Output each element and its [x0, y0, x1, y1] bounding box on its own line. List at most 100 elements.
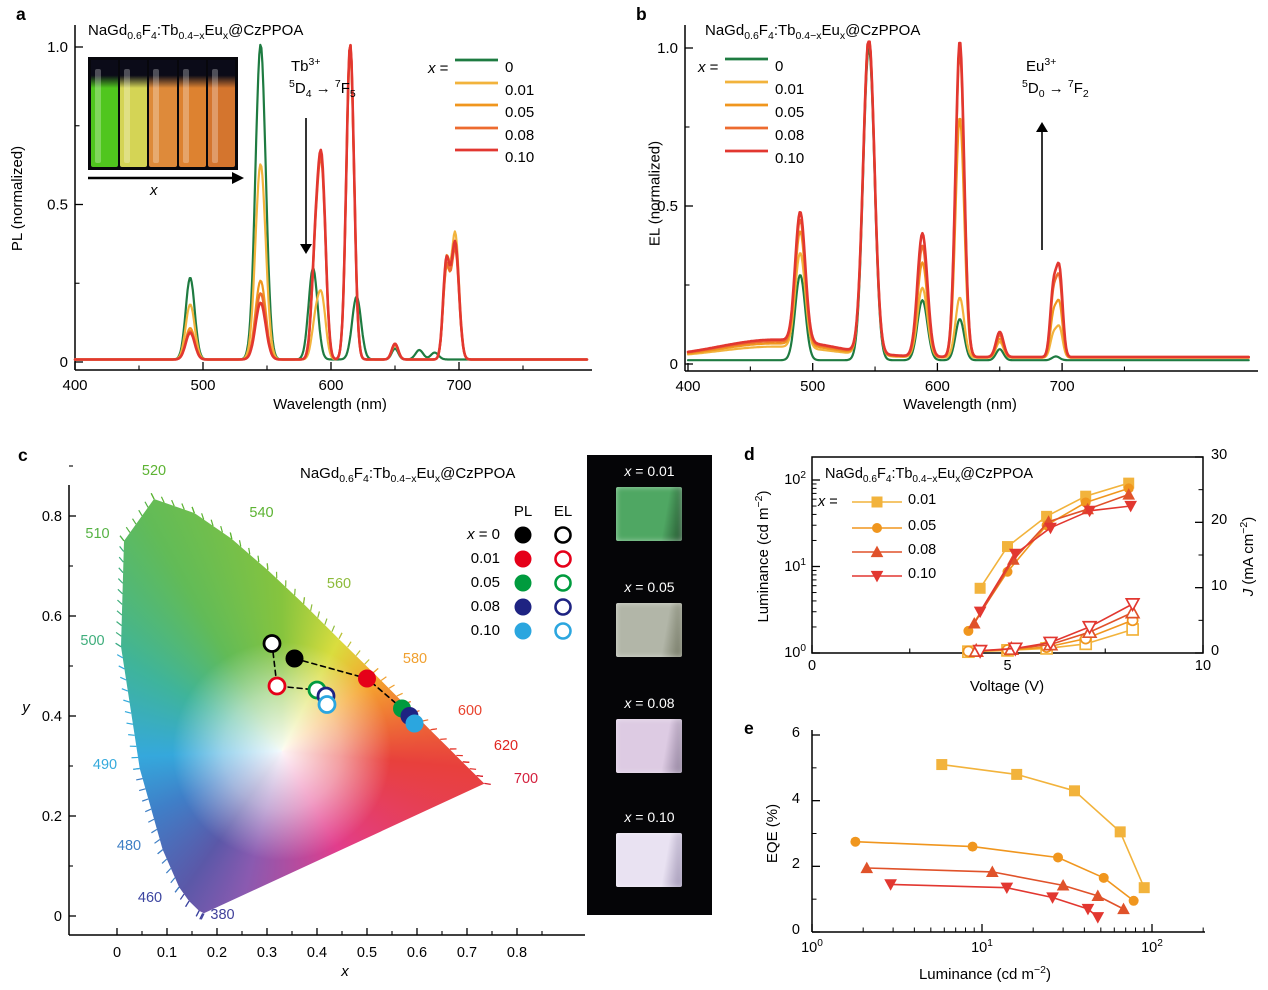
panel-a-yaxis-title: PL (normalized)	[9, 145, 26, 252]
panel-e-label: e	[744, 718, 754, 738]
cie-wavelength-label-460: 460	[137, 889, 163, 906]
locus-tick	[171, 499, 175, 507]
device-photo-3	[616, 833, 682, 887]
device-photo-label-0: x = 0.01	[624, 463, 675, 479]
locus-tick	[191, 506, 195, 514]
eqe-marker-x0.08	[1056, 878, 1070, 891]
annotation-arrow-head	[300, 244, 312, 254]
eqe-marker-x0.01	[1138, 882, 1150, 894]
tick-label: 1.0	[47, 39, 68, 56]
locus-tick	[257, 555, 260, 563]
eqe-marker-x0.10	[1081, 903, 1095, 916]
luminance-line-x0.10	[979, 505, 1132, 613]
device-photo-0	[616, 487, 682, 541]
locus-tick	[160, 496, 165, 503]
e-x-tick-label: 102	[1141, 938, 1163, 956]
eqe-marker-x0.08	[860, 861, 874, 874]
luminance-voltage-chart	[811, 456, 1204, 659]
legend-label-x0.01: 0.01	[775, 81, 805, 98]
e-y-tick-label: 4	[791, 790, 800, 807]
tick-label: 1.0	[657, 40, 678, 57]
spectrum-curve-x0.10	[73, 43, 589, 361]
cie-legend-header-PL: PL	[513, 503, 533, 520]
eqe-marker-x0.01	[1068, 785, 1080, 797]
locus-tick	[144, 501, 149, 508]
cuvette-photo-3	[178, 60, 206, 167]
luminance-marker-x0.01	[974, 582, 986, 594]
legend-label-x0.05: 0.05	[505, 104, 535, 121]
locus-tick	[157, 849, 164, 855]
cie-wavelength-label-490: 490	[92, 757, 118, 773]
pl-spectrum-chart: 400 500 600 700 0 0.5 1.0	[47, 25, 592, 394]
d-legend-label-x0.01: 0.01	[908, 492, 937, 508]
cie-chart-overlay: 0 0.1 0.2 0.3 0.4 0.5 0.6 0.7 0.8 0 0.2 0.4 0.6 0.8	[42, 465, 585, 961]
eqe-marker-x0.05	[1128, 895, 1139, 906]
d-left-tick-label: 102	[784, 470, 806, 488]
cie-legend-pl-swatch-1	[514, 550, 532, 568]
cuvette-photo-4	[207, 60, 236, 167]
cie-legend-pl-swatch-0	[514, 526, 532, 544]
luminance-marker-x0.10	[1083, 505, 1096, 518]
tick-label: 0.7	[457, 945, 477, 961]
legend-marker-x0.01	[871, 496, 883, 508]
tick-label: 0	[670, 356, 678, 373]
el-point-x0	[262, 634, 282, 653]
eqe-marker-x0.05	[1053, 852, 1064, 863]
el-point-x0.01	[267, 676, 287, 696]
device-photo-2	[616, 719, 682, 773]
plot-frame	[811, 456, 1204, 654]
panel-d: d NaGd0.6F4:Tb0.4−xEux@CzPPOA x = Voltag…	[740, 440, 1268, 695]
tick-label: 0.5	[657, 198, 678, 215]
panel-b-annotation-transition: 5D0 → 7F2	[1022, 78, 1089, 100]
current-marker-x0.10	[1081, 620, 1098, 636]
legend-label-x0.10: 0.10	[775, 150, 805, 167]
eqe-marker-x0.01	[1114, 826, 1126, 838]
locus-tick	[302, 597, 306, 604]
locus-tick	[124, 711, 132, 714]
locus-tick	[195, 910, 200, 917]
locus-tick	[116, 621, 123, 627]
locus-tick	[476, 774, 484, 777]
legend-label-x0.08: 0.08	[505, 127, 535, 144]
current-marker-x0.10	[1124, 598, 1141, 613]
inset-x-axis-label: x	[150, 182, 158, 199]
panel-c-xaxis-title: x	[341, 963, 349, 980]
locus-tick	[338, 632, 343, 639]
cie-legend-row-label-3: 0.08	[470, 598, 500, 615]
panel-a-label: a	[16, 4, 26, 24]
locus-tick	[116, 654, 124, 659]
cie-legend-el-swatch-3	[554, 598, 572, 616]
locus-tick	[317, 611, 321, 618]
d-left-tick-label: 100	[784, 643, 806, 661]
panel-a-xaxis-title: Wavelength (nm)	[273, 396, 387, 413]
panel-c: 0 0.1 0.2 0.3 0.4 0.5 0.6 0.7 0.8 0 0.2 0.4 0.6 0.8 c…	[10, 445, 590, 990]
panel-d-right-axis-title: J (mA cm−2)	[1238, 516, 1257, 597]
panel-e-yaxis-title: EQE (%)	[764, 803, 781, 864]
eqe-marker-x0.05	[967, 841, 978, 852]
cie-legend-pl-swatch-2	[514, 574, 532, 592]
d-right-tick-label: 10	[1211, 577, 1228, 594]
cie-legend-row-label-1: 0.01	[470, 550, 500, 567]
tick-label: 400	[62, 377, 87, 394]
panel-b-xaxis-title: Wavelength (nm)	[903, 396, 1017, 413]
locus-tick	[117, 599, 123, 605]
panel-b-annotation-ion: Eu3+	[1026, 56, 1057, 75]
tick-label: 500	[190, 377, 215, 394]
panel-d-legend-prefix: x =	[818, 494, 838, 510]
locus-tick	[469, 768, 477, 770]
spectrum-curve-x0.10	[686, 40, 1251, 359]
cie-wavelength-label-500: 500	[80, 633, 105, 649]
d-left-tick-label: 101	[784, 556, 806, 575]
tick-label: 600	[925, 378, 950, 395]
locus-tick	[248, 547, 251, 555]
luminance-marker-x0.08	[1122, 488, 1136, 500]
luminance-marker-x0.10	[973, 606, 987, 619]
locus-tick	[151, 828, 158, 834]
locus-tick	[238, 540, 242, 547]
cie-wavelength-label-620: 620	[493, 738, 519, 754]
eqe-marker-x0.08	[985, 865, 999, 878]
eqe-marker-x0.01	[936, 759, 948, 771]
locus-tick	[364, 659, 370, 665]
locus-tick	[229, 532, 233, 539]
panel-a-legend-prefix: x =	[428, 60, 449, 77]
